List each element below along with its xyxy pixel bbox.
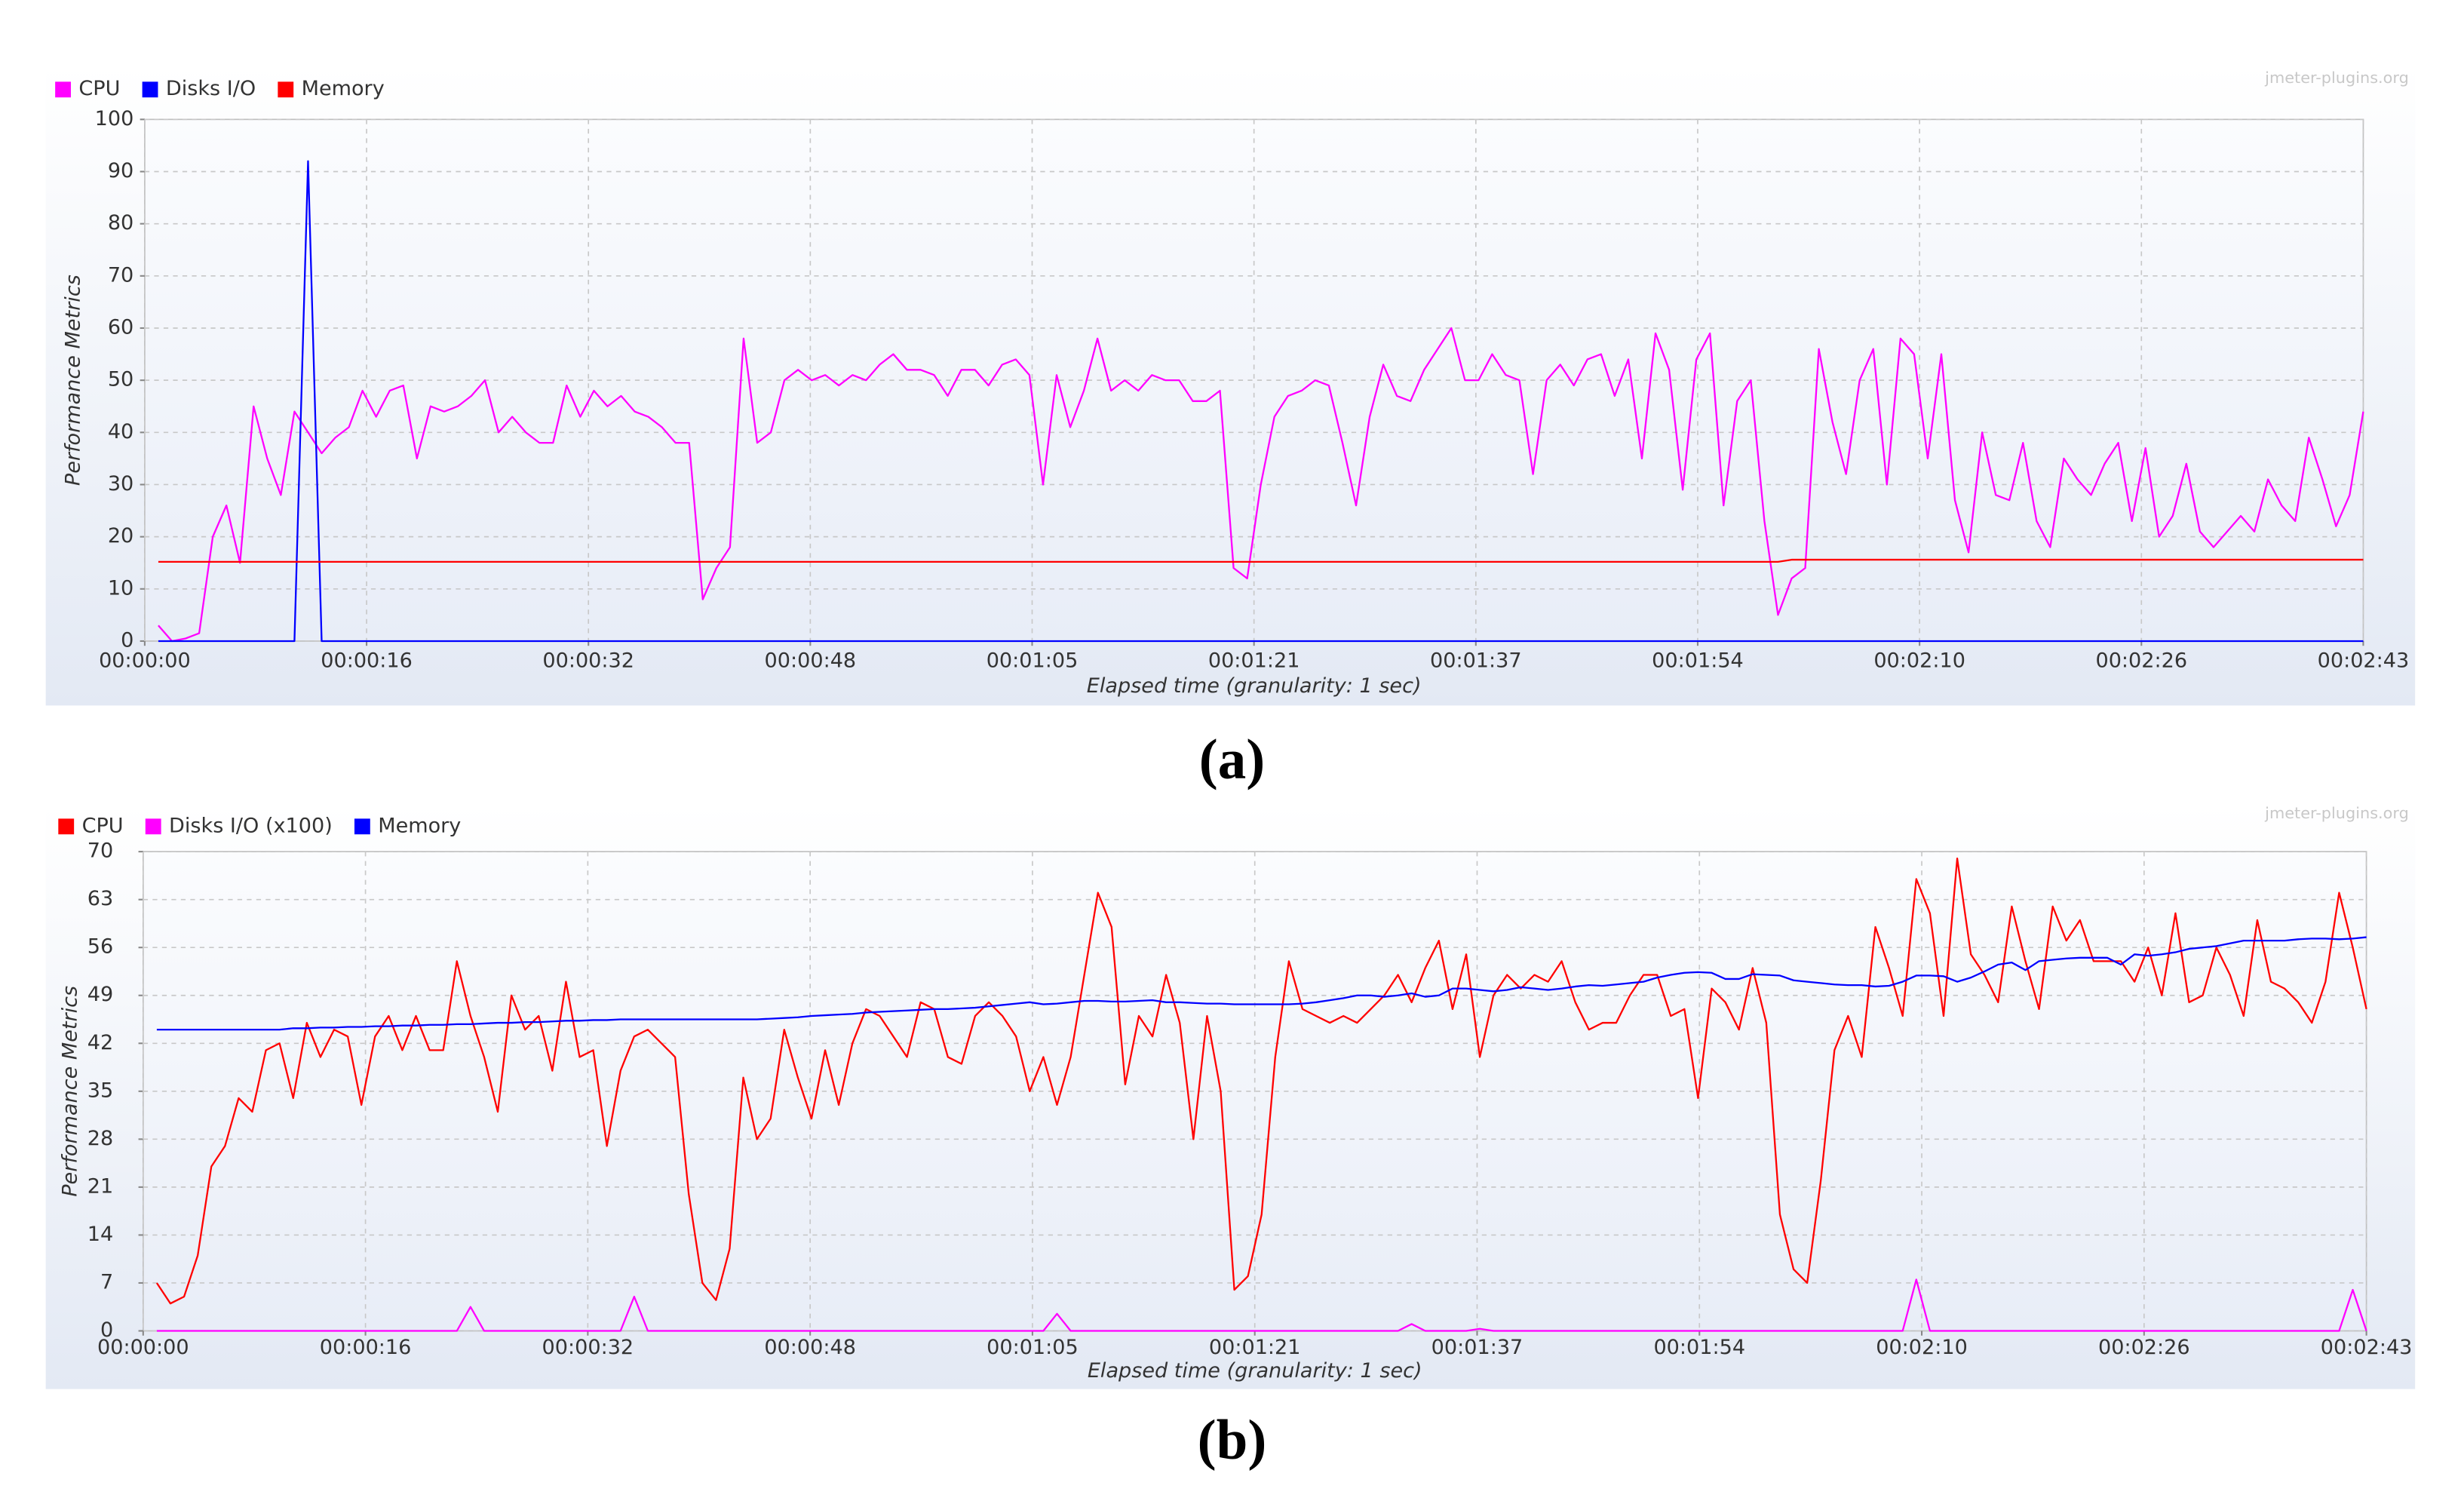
- y-tick-label: 30: [108, 472, 133, 496]
- y-tick-label: 70: [108, 263, 133, 287]
- x-tick-label: 00:01:21: [1209, 1336, 1301, 1359]
- y-tick-label: 50: [108, 368, 133, 391]
- x-tick-label: 00:00:32: [542, 1336, 634, 1359]
- watermark: jmeter-plugins.org: [2264, 804, 2409, 822]
- x-axis-title: Elapsed time (granularity: 1 sec): [1087, 674, 1422, 698]
- x-tick-label: 00:00:32: [542, 649, 634, 673]
- x-tick-label: 00:00:16: [321, 649, 413, 673]
- legend-swatch: [142, 81, 158, 98]
- y-tick-label: 7: [100, 1270, 113, 1294]
- x-tick-label: 00:00:48: [765, 649, 857, 673]
- legend: CPU Disks I/O Memory: [55, 77, 385, 100]
- legend-swatch: [354, 818, 370, 835]
- series-line: [156, 936, 2367, 1031]
- x-tick-label: 00:02:43: [2318, 649, 2410, 673]
- legend-label: Disks I/O: [166, 77, 256, 100]
- y-axis-title: Performance Metrics: [62, 275, 85, 486]
- y-tick-label: 42: [87, 1031, 113, 1054]
- y-tick-label: 28: [87, 1127, 113, 1150]
- y-tick-label: 80: [108, 211, 133, 235]
- x-tick-label: 00:02:10: [1876, 1336, 1968, 1359]
- x-tick-label: 00:00:00: [97, 1336, 189, 1359]
- y-tick-label: 70: [87, 839, 113, 863]
- legend-label: CPU: [78, 77, 120, 100]
- y-tick-label: 90: [108, 159, 133, 183]
- y-tick-label: 21: [87, 1174, 113, 1198]
- y-tick-label: 20: [108, 524, 133, 548]
- x-tick-label: 00:01:21: [1208, 649, 1300, 673]
- watermark: jmeter-plugins.org: [2264, 69, 2409, 87]
- x-tick-label: 00:01:54: [1653, 1336, 1745, 1359]
- y-tick-label: 0: [100, 1318, 113, 1342]
- y-tick-label: 56: [87, 935, 113, 959]
- legend-label: Memory: [302, 77, 385, 100]
- legend-swatch: [58, 818, 75, 835]
- y-tick-label: 14: [87, 1223, 113, 1246]
- y-tick-label: 40: [108, 420, 133, 443]
- series-line: [155, 858, 2367, 1305]
- chart: 0 7 14 21 28 35 42 49 56 63 70 00:00:00 00:00:16 00:0…: [45, 804, 2416, 1472]
- y-tick-label: 60: [108, 315, 133, 339]
- x-tick-label: 00:00:16: [320, 1336, 412, 1359]
- x-tick-label: 00:01:37: [1431, 1336, 1524, 1359]
- x-tick-label: 00:02:26: [2095, 649, 2187, 673]
- legend-swatch: [55, 81, 71, 98]
- y-tick-label: 10: [108, 576, 133, 600]
- legend-label: Memory: [378, 814, 461, 837]
- y-axis-title: Performance Metrics: [58, 986, 81, 1197]
- legend-swatch: [145, 818, 161, 835]
- legend-swatch: [278, 81, 294, 98]
- x-tick-label: 00:01:54: [1652, 649, 1744, 673]
- chart: 0 10 20 30 40 50 60 70 80 90 100 00:00:00 00:00:16 00…: [45, 66, 2416, 791]
- x-tick-label: 00:02:10: [1873, 649, 1965, 673]
- series-line: [158, 558, 2364, 563]
- y-tick-label: 0: [121, 628, 133, 652]
- legend: CPU Disks I/O (x100) Memory: [58, 814, 461, 837]
- y-tick-label: 100: [95, 107, 134, 130]
- x-tick-label: 00:01:05: [987, 1336, 1079, 1359]
- x-tick-label: 00:01:37: [1430, 649, 1522, 673]
- x-tick-label: 00:02:43: [2321, 1336, 2413, 1359]
- caption: (b): [1198, 1409, 1267, 1472]
- x-tick-label: 00:00:48: [764, 1336, 856, 1359]
- x-tick-label: 00:01:05: [987, 649, 1079, 673]
- y-tick-label: 35: [87, 1079, 113, 1102]
- x-tick-label: 00:02:26: [2098, 1336, 2190, 1359]
- series-line: [158, 327, 2364, 643]
- y-tick-label: 63: [87, 887, 113, 910]
- x-tick-label: 00:00:00: [99, 649, 191, 673]
- legend-label: Disks I/O (x100): [169, 814, 333, 837]
- y-tick-label: 49: [87, 983, 113, 1006]
- legend-label: CPU: [82, 814, 124, 837]
- series-line: [158, 160, 2364, 643]
- x-axis-title: Elapsed time (granularity: 1 sec): [1088, 1359, 1422, 1383]
- series-line: [156, 1278, 2367, 1332]
- caption: (a): [1199, 729, 1265, 791]
